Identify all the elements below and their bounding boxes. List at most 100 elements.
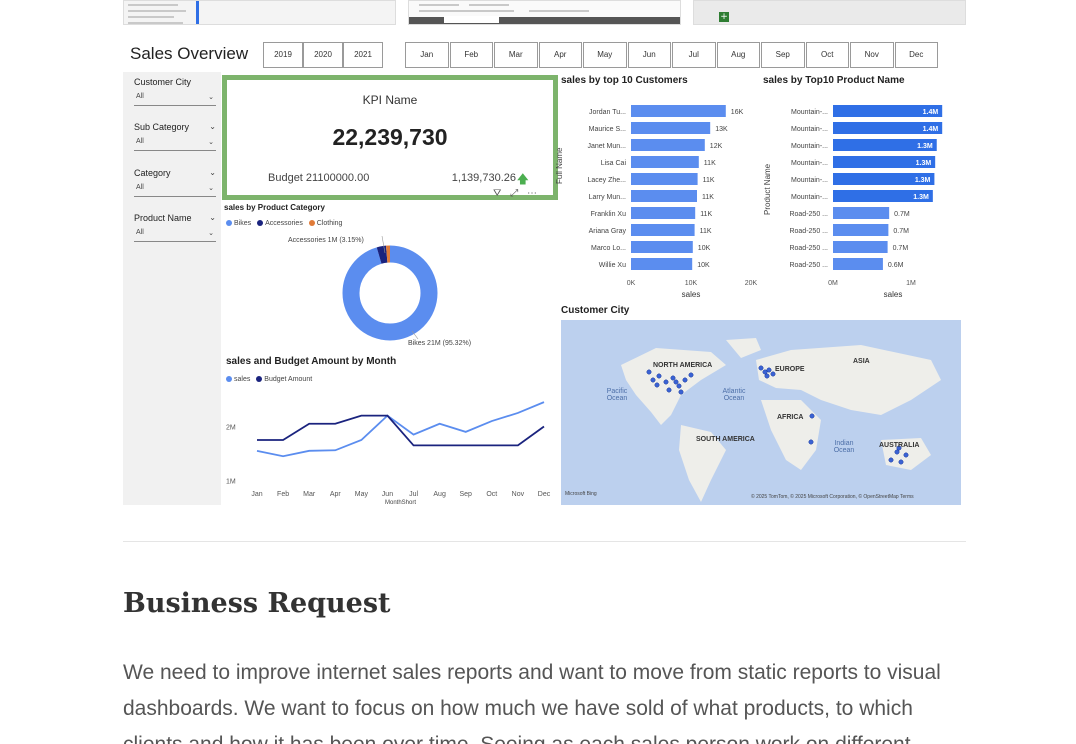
section-paragraph: We need to improve internet sales report… [123, 655, 973, 744]
slicer-dropdown[interactable]: All ⌄ [134, 229, 216, 242]
city-point[interactable] [679, 390, 683, 394]
city-point[interactable] [759, 366, 763, 370]
thumbnail-query[interactable] [408, 0, 681, 25]
bar[interactable] [833, 224, 888, 236]
city-point[interactable] [904, 453, 908, 457]
focus-mode-icon[interactable]: ⤢ [510, 188, 518, 199]
slicer-dropdown[interactable]: All ⌄ [134, 93, 216, 106]
donut-slice-bikes[interactable] [351, 254, 429, 332]
x-axis-title: MonthShort [385, 500, 416, 505]
kpi-card[interactable]: KPI Name 22,239,730 Budget 21100000.00 1… [222, 75, 558, 200]
customers-bar-chart[interactable]: Jordan Tu... 16K Maurice S... 13K Janet Mun.… [561, 100, 761, 306]
slicer-product-name[interactable]: Product Name ⌄ All ⌄ [134, 213, 216, 242]
city-point[interactable] [683, 378, 687, 382]
city-point[interactable] [657, 374, 661, 378]
donut-legend: Bikes Accessories Clothing [222, 220, 342, 227]
chevron-down-icon: ⌄ [208, 184, 214, 192]
bar-category-label: Mountain-... [791, 143, 828, 150]
city-point[interactable] [674, 380, 678, 384]
chevron-down-icon[interactable]: ⌄ [209, 213, 216, 222]
axis-tick-label: 0M [828, 280, 838, 287]
sales-budget-line-chart[interactable]: 2M 1M Jan Feb Mar Apr May Jun Jul Aug Sep Oct Nov Dec… [222, 386, 558, 505]
axis-title: sales [682, 290, 701, 299]
chevron-down-icon[interactable]: ⌄ [209, 122, 216, 131]
year-button-2020[interactable]: 2020 [303, 42, 343, 68]
legend-bikes: Bikes [234, 220, 251, 227]
city-point[interactable] [763, 370, 767, 374]
y-tick-label: 1M [226, 479, 236, 486]
month-button-may[interactable]: May [583, 42, 627, 68]
year-button-2019[interactable]: 2019 [263, 42, 303, 68]
kpi-name: KPI Name [227, 93, 553, 107]
bar[interactable] [631, 105, 726, 117]
city-point[interactable] [677, 384, 681, 388]
month-button-jan[interactable]: Jan [405, 42, 449, 68]
month-button-apr[interactable]: Apr [539, 42, 583, 68]
thumbnail-data-model[interactable] [123, 0, 396, 25]
bar[interactable] [631, 224, 695, 236]
city-point[interactable] [671, 376, 675, 380]
slicer-sub-category[interactable]: Sub Category ⌄ All ⌄ [134, 122, 216, 151]
bar[interactable] [631, 258, 692, 270]
donut-chart[interactable] [222, 233, 558, 353]
map-label: AFRICA [777, 414, 803, 421]
bar[interactable] [833, 241, 888, 253]
slicer-category[interactable]: Category ⌄ All ⌄ [134, 168, 216, 197]
bar[interactable] [631, 190, 697, 202]
bar[interactable] [631, 122, 710, 134]
more-options-icon[interactable]: ⋯ [527, 188, 537, 199]
bar-category-label: Larry Mun... [589, 194, 626, 201]
city-point[interactable] [655, 383, 659, 387]
month-button-dec[interactable]: Dec [895, 42, 939, 68]
year-button-2021[interactable]: 2021 [343, 42, 383, 68]
products-bar-chart[interactable]: Mountain-... 1.4M Mountain-... 1.4M Mountain… [763, 100, 963, 306]
slicer-dropdown[interactable]: All ⌄ [134, 184, 216, 197]
month-button-sep[interactable]: Sep [761, 42, 805, 68]
slicer-dropdown[interactable]: All ⌄ [134, 138, 216, 151]
legend-dot-sales [226, 376, 232, 382]
month-button-feb[interactable]: Feb [450, 42, 494, 68]
month-button-aug[interactable]: Aug [717, 42, 761, 68]
visual-toolbar: ⛛ ⤢ ⋯ [493, 188, 537, 199]
bar[interactable] [631, 156, 699, 168]
thumbnail-sheet[interactable]: + [693, 0, 966, 25]
map-copyright[interactable]: © 2025 TomTom, © 2025 Microsoft Corporat… [751, 494, 914, 500]
slicer-customer-city[interactable]: Customer City All ⌄ [134, 77, 216, 106]
month-button-nov[interactable]: Nov [850, 42, 894, 68]
month-button-jul[interactable]: Jul [672, 42, 716, 68]
city-point[interactable] [810, 414, 814, 418]
section-heading: Business Request [123, 588, 391, 619]
city-point[interactable] [667, 388, 671, 392]
city-point[interactable] [895, 450, 899, 454]
month-button-jun[interactable]: Jun [628, 42, 672, 68]
map-label: SOUTH AMERICA [696, 436, 755, 443]
city-point[interactable] [689, 373, 693, 377]
bar[interactable] [833, 258, 883, 270]
filter-icon[interactable]: ⛛ [493, 188, 501, 199]
bar[interactable] [631, 173, 698, 185]
month-button-mar[interactable]: Mar [494, 42, 538, 68]
city-point[interactable] [765, 374, 769, 378]
city-point[interactable] [889, 458, 893, 462]
month-button-oct[interactable]: Oct [806, 42, 850, 68]
customer-city-map[interactable]: NORTH AMERICA EUROPE ASIA Pacific Ocean Atla… [561, 320, 961, 505]
bar-data-label: 11K [700, 228, 712, 235]
map-label: Pacific Ocean [599, 388, 635, 402]
map-label: EUROPE [775, 366, 805, 373]
city-point[interactable] [664, 380, 668, 384]
bar[interactable] [833, 207, 889, 219]
city-point[interactable] [647, 370, 651, 374]
city-point[interactable] [651, 378, 655, 382]
bar[interactable] [631, 139, 705, 151]
city-point[interactable] [899, 460, 903, 464]
add-sheet-icon[interactable]: + [719, 12, 729, 22]
city-point[interactable] [767, 368, 771, 372]
bar[interactable] [631, 241, 693, 253]
city-point[interactable] [809, 440, 813, 444]
bar[interactable] [631, 207, 695, 219]
chevron-down-icon[interactable]: ⌄ [209, 168, 216, 177]
legend-dot-budget [256, 376, 262, 382]
slicer-label: Sub Category [134, 122, 216, 132]
series-line-budget-amount[interactable] [257, 416, 544, 446]
line-chart-title: sales and Budget Amount by Month [226, 356, 396, 367]
